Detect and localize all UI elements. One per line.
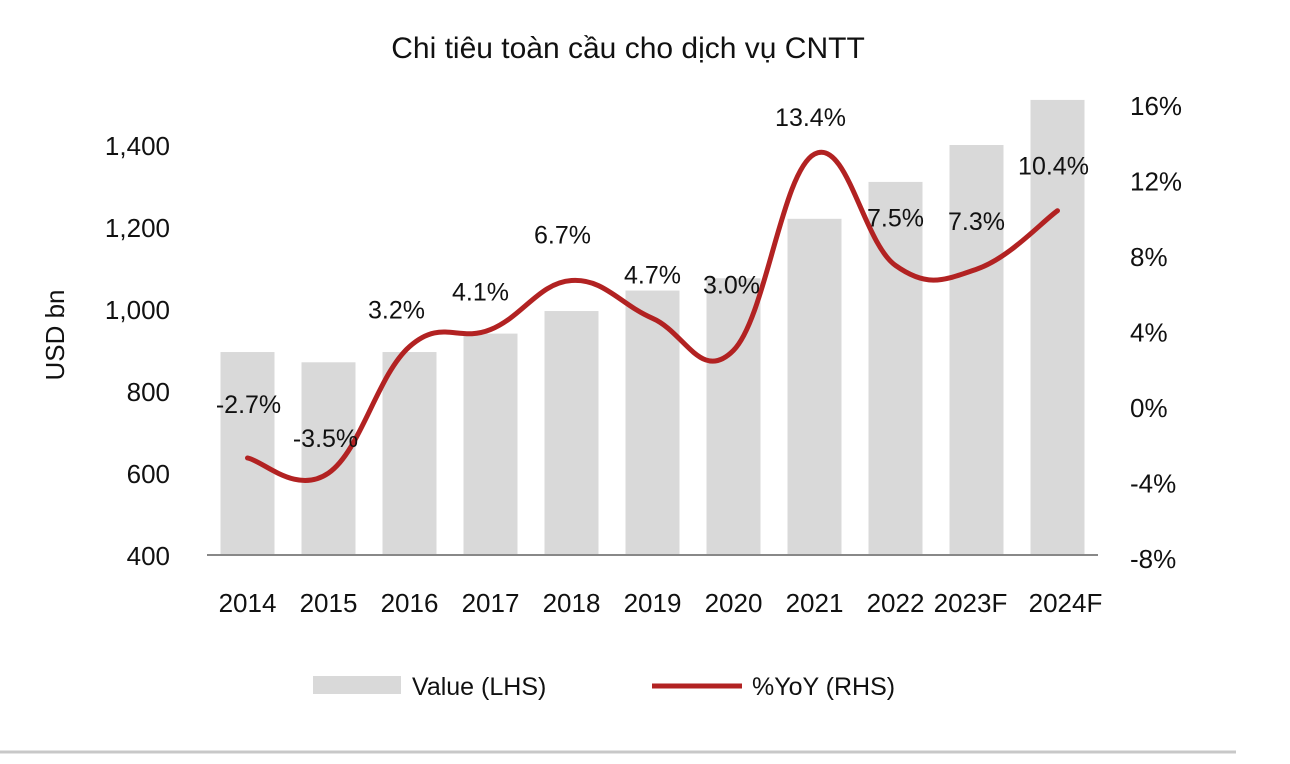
x-tick-2015: 2015 bbox=[300, 588, 358, 618]
y2-axis-ticks: -8% -4% 0% 4% 8% 12% 16% bbox=[1130, 91, 1182, 574]
y-tick-800: 800 bbox=[127, 377, 170, 407]
y-tick-1000: 1,000 bbox=[105, 295, 170, 325]
yoy-label-2018: 6.7% bbox=[534, 222, 591, 250]
yoy-label-2020: 3.0% bbox=[703, 271, 760, 299]
legend-bar-label: Value (LHS) bbox=[412, 673, 546, 701]
yoy-label-2016: 3.2% bbox=[368, 297, 425, 325]
legend-bar-swatch bbox=[313, 676, 401, 694]
x-tick-2017: 2017 bbox=[462, 588, 520, 618]
yoy-label-2014: -2.7% bbox=[216, 391, 281, 419]
bar-2016 bbox=[382, 352, 437, 555]
y-tick-1200: 1,200 bbox=[105, 213, 170, 243]
point-labels-group: -2.7% -3.5% 3.2% 4.1% 6.7% 4.7% 3.0% 13.4% 7.5% 7… bbox=[216, 104, 1089, 453]
bar-2021 bbox=[787, 218, 842, 556]
yoy-label-2017: 4.1% bbox=[452, 279, 509, 307]
yoy-label-2023f: 7.3% bbox=[948, 208, 1005, 236]
y2-tick-16: 16% bbox=[1130, 91, 1182, 121]
y-tick-1400: 1,400 bbox=[105, 131, 170, 161]
y-axis-ticks: 400 600 800 1,000 1,200 1,400 bbox=[105, 131, 170, 571]
x-tick-2021: 2021 bbox=[786, 588, 844, 618]
yoy-label-2019: 4.7% bbox=[624, 261, 681, 289]
y2-tick-4: 4% bbox=[1130, 318, 1168, 348]
legend: Value (LHS) %YoY (RHS) bbox=[313, 673, 895, 701]
y-tick-400: 400 bbox=[127, 541, 170, 571]
chart-title: Chi tiêu toàn cầu cho dịch vụ CNTT bbox=[391, 32, 865, 65]
yoy-line bbox=[245, 149, 1060, 483]
line-series-group bbox=[245, 149, 1060, 483]
bar-2023f bbox=[949, 145, 1004, 555]
y2-tick-neg4: -4% bbox=[1130, 469, 1176, 499]
y2-tick-12: 12% bbox=[1130, 167, 1182, 197]
bar-2014 bbox=[220, 352, 275, 555]
x-tick-2022: 2022 bbox=[867, 588, 925, 618]
y2-tick-neg8: -8% bbox=[1130, 544, 1176, 574]
x-tick-2018: 2018 bbox=[543, 588, 601, 618]
yoy-label-2015: -3.5% bbox=[293, 425, 358, 453]
yoy-label-2021: 13.4% bbox=[775, 104, 846, 132]
legend-line-label: %YoY (RHS) bbox=[752, 673, 895, 701]
x-axis-ticks: 2014 2015 2016 2017 2018 2019 2020 2021 2022 2023… bbox=[219, 588, 1103, 618]
x-tick-2024f: 2024F bbox=[1029, 588, 1103, 618]
bar-2024f bbox=[1030, 99, 1085, 556]
x-tick-2019: 2019 bbox=[624, 588, 682, 618]
x-tick-2014: 2014 bbox=[219, 588, 277, 618]
x-tick-2020: 2020 bbox=[705, 588, 763, 618]
y2-tick-8: 8% bbox=[1130, 242, 1168, 272]
yoy-label-2024f: 10.4% bbox=[1018, 153, 1089, 181]
x-tick-2023f: 2023F bbox=[934, 588, 1008, 618]
y-axis-title: USD bn bbox=[40, 289, 70, 380]
bar-2015 bbox=[301, 362, 356, 555]
x-tick-2016: 2016 bbox=[381, 588, 439, 618]
bar-2019 bbox=[625, 290, 680, 555]
bar-2018 bbox=[544, 311, 599, 555]
bars-group bbox=[220, 99, 1085, 556]
y2-tick-0: 0% bbox=[1130, 393, 1168, 423]
yoy-label-2022: 7.5% bbox=[867, 204, 924, 232]
bar-2017 bbox=[463, 333, 518, 555]
y-tick-600: 600 bbox=[127, 459, 170, 489]
